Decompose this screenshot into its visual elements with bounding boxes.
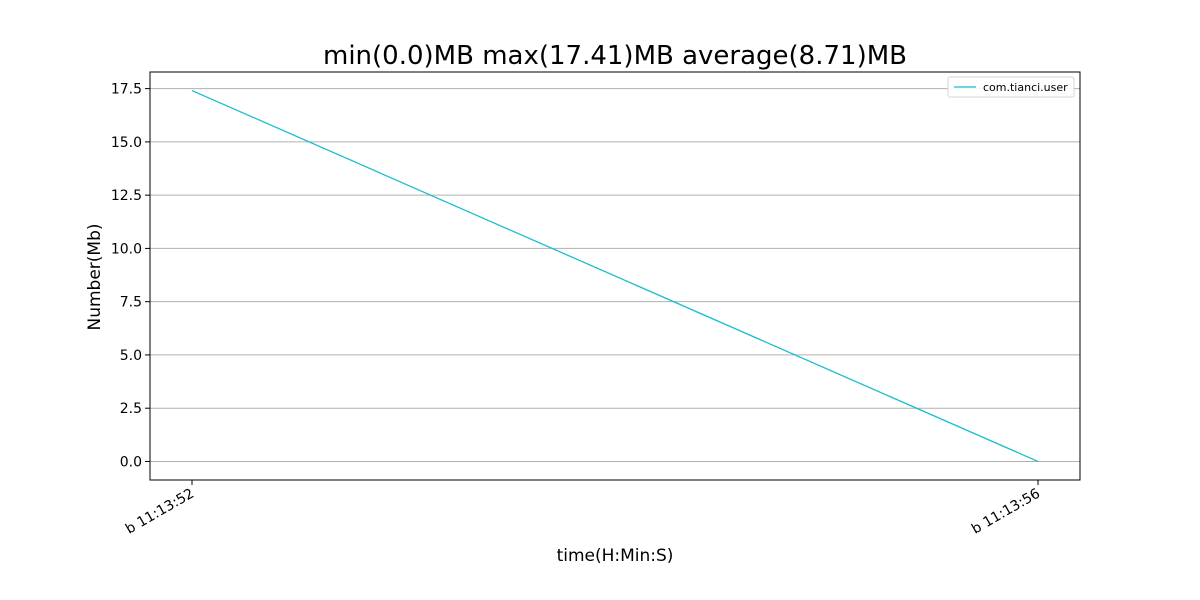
y-tick-label: 15.0 — [111, 135, 142, 151]
y-tick-label: 2.5 — [120, 401, 142, 417]
chart-title: min(0.0)MB max(17.41)MB average(8.71)MB — [323, 41, 907, 71]
x-tick-label: b 11:13:52 — [123, 486, 197, 538]
y-tick-label: 0.0 — [120, 454, 142, 470]
y-tick-label: 5.0 — [120, 348, 142, 364]
legend-box — [947, 76, 1075, 98]
y-tick-label: 12.5 — [111, 188, 142, 204]
y-tick-label: 17.5 — [111, 82, 142, 98]
series-layer — [191, 89, 1039, 463]
y-tick-label: 7.5 — [120, 295, 142, 311]
y-tick-label: 10.0 — [111, 241, 142, 257]
legend-label: com.tianci.user — [983, 81, 1068, 94]
series-line-0 — [191, 89, 1039, 463]
y-axis: 0.0 2.5 5.0 7.5 10.0 12.5 15.0 17.5 — [111, 82, 150, 470]
plot-area — [149, 71, 1081, 481]
x-axis: b 11:13:52 b 11:13:56 — [123, 480, 1043, 538]
y-axis-label: Number(Mb) — [85, 223, 105, 330]
x-tick-label: b 11:13:56 — [969, 486, 1043, 538]
grid-lines — [150, 88, 1080, 462]
legend: com.tianci.user — [947, 76, 1075, 98]
x-axis-label: time(H:Min:S) — [557, 546, 674, 566]
